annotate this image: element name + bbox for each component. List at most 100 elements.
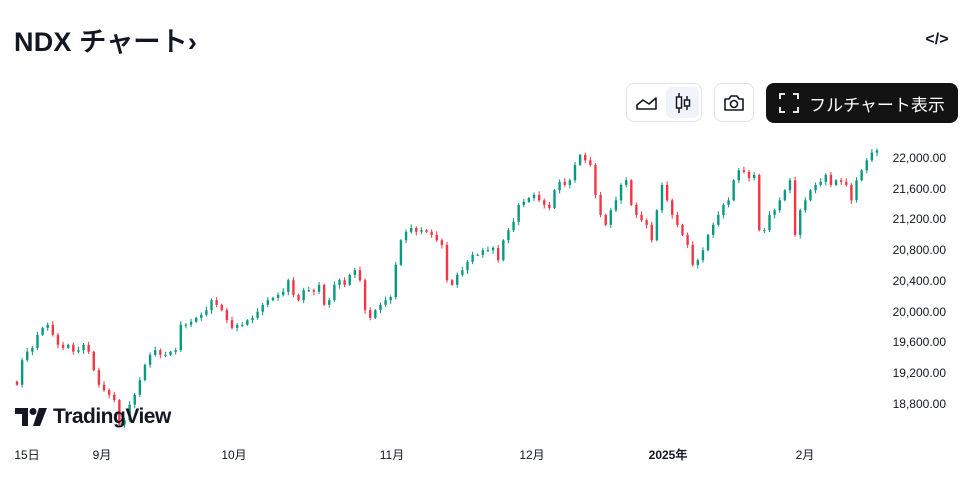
candle <box>15 380 19 386</box>
chart-type-toggle <box>626 83 702 122</box>
candle <box>302 287 305 304</box>
candle <box>778 197 781 213</box>
candle <box>20 357 24 388</box>
candle <box>72 342 75 355</box>
candle-body <box>589 160 592 165</box>
candle-body <box>532 194 536 198</box>
x-tick-label: 2月 <box>795 448 815 462</box>
candle <box>630 179 633 207</box>
candle-body <box>66 344 70 348</box>
candle <box>645 218 648 229</box>
candle <box>732 179 735 202</box>
candle-body <box>727 200 730 205</box>
candle-body <box>358 270 362 281</box>
candle-body <box>179 324 183 351</box>
candle-body <box>276 294 280 298</box>
candle-body <box>148 354 152 365</box>
candle <box>358 266 362 282</box>
candlestick-chart[interactable] <box>0 130 880 440</box>
candle <box>665 181 669 203</box>
candle <box>220 303 223 312</box>
candle <box>51 321 55 337</box>
candle <box>415 226 418 236</box>
candle-body <box>404 231 408 241</box>
full-chart-button[interactable]: フルチャート表示 <box>766 83 958 123</box>
line-chart-button[interactable] <box>630 87 663 118</box>
candle <box>317 281 321 295</box>
candle-body <box>118 400 121 425</box>
snapshot-button[interactable] <box>714 83 754 122</box>
candle <box>31 346 34 356</box>
candle-body <box>558 181 561 191</box>
candle <box>102 381 106 392</box>
candle-body <box>640 214 643 221</box>
candle-body <box>297 294 300 301</box>
candle <box>118 398 121 426</box>
candle <box>143 363 147 382</box>
candle <box>619 183 623 204</box>
candle-body <box>763 230 766 232</box>
candle-body <box>394 264 398 298</box>
candle-body <box>732 180 735 201</box>
candle <box>486 246 490 253</box>
candle-body <box>445 244 449 281</box>
candle <box>517 203 520 226</box>
candle-body <box>809 190 812 201</box>
candle-body <box>51 324 55 335</box>
candle <box>763 227 766 234</box>
candle-body <box>215 300 218 305</box>
candle-body <box>599 194 602 215</box>
candle-body <box>317 284 321 292</box>
candle <box>711 222 715 238</box>
candle <box>246 319 249 326</box>
candle <box>824 173 828 186</box>
candle-body <box>322 284 326 305</box>
candle <box>179 321 183 352</box>
y-tick-label: 18,800.00 <box>892 396 946 411</box>
candle-body <box>379 304 382 311</box>
candle <box>56 333 60 349</box>
candle <box>261 303 264 316</box>
page-title[interactable]: NDX チャート› <box>14 27 198 57</box>
candle-body <box>619 184 623 201</box>
candle <box>635 202 638 218</box>
candle <box>599 191 602 218</box>
candle <box>200 312 203 321</box>
y-tick-label: 20,800.00 <box>892 243 946 258</box>
candle-body <box>865 160 868 171</box>
candle-chart-button[interactable] <box>666 87 699 118</box>
candle-body <box>573 164 577 181</box>
candle <box>814 182 817 194</box>
candle <box>399 239 403 266</box>
candle <box>164 351 167 358</box>
candle <box>783 189 787 202</box>
candle <box>855 177 858 203</box>
candle-body <box>174 350 177 352</box>
candle <box>420 227 423 235</box>
candle <box>481 247 485 258</box>
candle-body <box>706 234 710 251</box>
candle <box>727 197 730 208</box>
candle-body <box>194 317 198 322</box>
tradingview-logo[interactable]: TradingView <box>15 405 171 429</box>
candle-body <box>584 154 587 161</box>
candle-body <box>348 274 351 285</box>
candle-body <box>440 240 444 245</box>
candle-body <box>312 290 316 292</box>
candle <box>870 149 874 163</box>
candle-body <box>159 350 162 355</box>
candle-body <box>143 364 147 381</box>
candle <box>476 253 479 257</box>
embed-code-icon[interactable]: </> <box>925 31 949 48</box>
candle-body <box>502 240 505 261</box>
candle-body <box>225 310 229 321</box>
candle-body <box>261 304 264 312</box>
candle-body <box>107 390 111 395</box>
candle-body <box>210 300 213 311</box>
candle-body <box>486 250 490 252</box>
candle-body <box>246 320 249 325</box>
tradingview-logo-icon <box>15 408 47 426</box>
candle <box>691 241 694 267</box>
candle-body <box>829 174 833 185</box>
candle <box>860 169 863 182</box>
